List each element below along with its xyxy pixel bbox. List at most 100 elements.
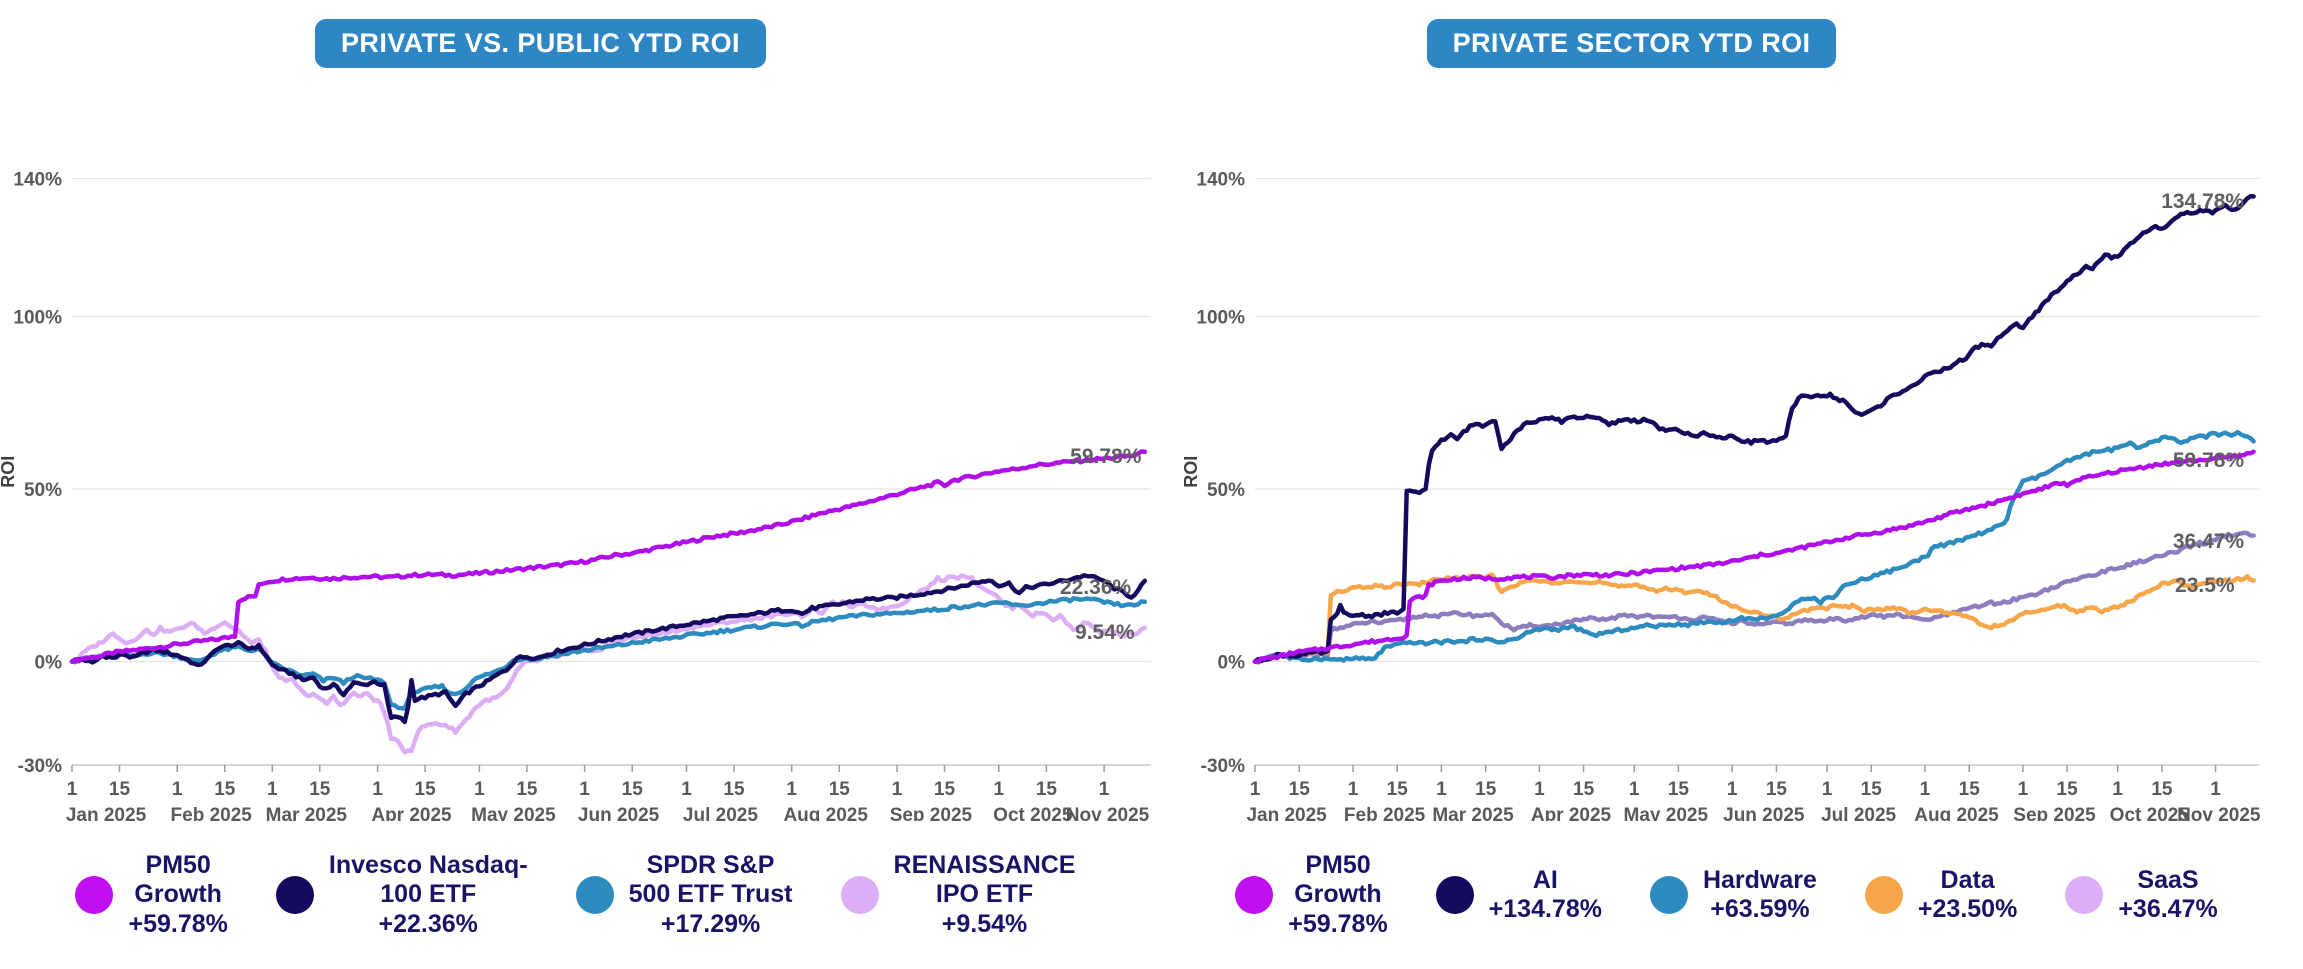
- legend-private-vs-public: PM50 Growth +59.78% Invesco Nasdaq- 100 ET…: [0, 821, 1151, 969]
- x-month-label: Jun 2025: [1723, 805, 1805, 821]
- legend-item-ai[interactable]: AI +134.78%: [1435, 866, 1602, 925]
- chart-title-row: PRIVATE SECTOR YTD ROI: [1151, 0, 2302, 86]
- x-tick-label: 15: [622, 779, 644, 800]
- x-tick-label: 1: [172, 779, 183, 800]
- x-month-label: Mar 2025: [1432, 805, 1514, 821]
- legend-text: Data +23.50%: [1918, 866, 2017, 925]
- x-tick-label: 1: [1250, 779, 1261, 800]
- series-end-value-label: 59.78%: [2173, 449, 2245, 472]
- y-axis-label: ROI: [1181, 456, 1201, 488]
- x-tick-label: 15: [1289, 779, 1311, 800]
- x-month-label: Nov 2025: [1066, 805, 1150, 821]
- x-month-label: Jul 2025: [1821, 805, 1896, 821]
- x-month-label: Jan 2025: [66, 805, 147, 821]
- series-line-pm50-growth: [1252, 449, 2256, 665]
- x-tick-label: 15: [934, 779, 956, 800]
- x-tick-label: 15: [516, 779, 538, 800]
- legend-series-name: PM50 Growth: [1294, 850, 1382, 909]
- y-tick-label: 140%: [13, 170, 62, 191]
- series-line-spdr-s&p-500-etf-trust: [69, 596, 1148, 711]
- series-end-value-label: 36.47%: [2173, 530, 2245, 553]
- x-month-label: Aug 2025: [1914, 805, 1999, 821]
- legend-text: PM50 Growth +59.78%: [128, 851, 227, 940]
- legend-series-name: SPDR S&P 500 ETF Trust: [628, 850, 793, 909]
- x-tick-label: 1: [2210, 779, 2221, 800]
- x-tick-label: 15: [1766, 779, 1788, 800]
- legend-series-value: +59.78%: [1288, 909, 1388, 938]
- y-tick-label: 0%: [1218, 653, 1246, 674]
- legend-series-name: AI: [1532, 865, 1558, 894]
- legend-text: SPDR S&P 500 ETF Trust +17.29%: [629, 851, 793, 940]
- legend-swatch-icon: [1864, 876, 1903, 914]
- legend-item-data[interactable]: Data +23.50%: [1864, 866, 2017, 925]
- legend-text: SaaS +36.47%: [2118, 866, 2217, 925]
- legend-swatch-icon: [275, 876, 314, 914]
- x-tick-label: 1: [579, 779, 590, 800]
- legend-swatch-icon: [840, 876, 879, 914]
- series-line-renaissance-ipo-etf: [69, 573, 1148, 755]
- x-month-label: Apr 2025: [371, 805, 452, 821]
- x-month-label: Mar 2025: [266, 805, 348, 821]
- x-tick-label: 1: [1727, 779, 1738, 800]
- legend-swatch-icon: [1435, 876, 1474, 914]
- x-tick-label: 15: [1959, 779, 1981, 800]
- series-line-pm50-growth: [69, 449, 1148, 664]
- chart-title-badge: PRIVATE SECTOR YTD ROI: [1426, 18, 1837, 68]
- legend-text: AI +134.78%: [1489, 866, 1602, 925]
- series-end-value-label: 23.5%: [2175, 574, 2235, 597]
- legend-series-name: Hardware: [1702, 865, 1817, 894]
- x-tick-label: 1: [786, 779, 797, 800]
- legend-item-invesco-nasdaq--100-etf[interactable]: Invesco Nasdaq- 100 ETF +22.36%: [275, 851, 528, 940]
- legend-series-value: +22.36%: [378, 909, 478, 938]
- series-end-value-label: 134.78%: [2161, 190, 2244, 213]
- x-tick-label: 15: [415, 779, 437, 800]
- legend-item-renaissance-ipo-etf[interactable]: RENAISSANCE IPO ETF +9.54%: [840, 850, 1076, 940]
- line-chart-private-sector[interactable]: 140% 100% 50% 0% -30% ROI 1 15 Jan 2025 1 15 Feb 20…: [1151, 86, 2302, 822]
- x-tick-label: 15: [1861, 779, 1883, 800]
- x-month-label: Apr 2025: [1531, 805, 1612, 821]
- x-tick-label: 15: [1387, 779, 1409, 800]
- legend-series-name: RENAISSANCE IPO ETF: [893, 850, 1076, 909]
- legend-item-spdr-s&p-500-etf-trust[interactable]: SPDR S&P 500 ETF Trust +17.29%: [575, 851, 793, 940]
- legend-series-value: +36.47%: [2118, 895, 2218, 923]
- x-tick-label: 15: [309, 779, 331, 800]
- x-tick-label: 1: [1629, 779, 1640, 800]
- legend-text: PM50 Growth +59.78%: [1288, 851, 1387, 940]
- x-tick-label: 15: [109, 779, 131, 800]
- legend-item-pm50-growth[interactable]: PM50 Growth +59.78%: [75, 851, 228, 940]
- x-month-label: Aug 2025: [783, 805, 868, 821]
- series-line-data: [1252, 572, 2256, 664]
- x-tick-label: 15: [2057, 779, 2079, 800]
- series-line-saas: [1252, 530, 2256, 665]
- legend-item-pm50-growth[interactable]: PM50 Growth +59.78%: [1235, 851, 1388, 940]
- x-month-label: Jul 2025: [683, 805, 758, 821]
- legend-private-sector: PM50 Growth +59.78% AI +134.78% Hardware +63.…: [1151, 821, 2302, 969]
- line-chart-private-vs-public[interactable]: 140% 100% 50% 0% -30% ROI 1 15 Jan 2025 1 15 Feb 20…: [0, 86, 1151, 821]
- legend-series-value: +17.29%: [660, 909, 761, 938]
- x-month-label: Nov 2025: [2177, 805, 2261, 821]
- x-month-label: Sep 2025: [890, 805, 973, 821]
- x-tick-label: 1: [2018, 779, 2029, 800]
- series-line-hardware: [1252, 429, 2256, 664]
- legend-text: Invesco Nasdaq- 100 ETF +22.36%: [329, 851, 528, 940]
- legend-item-hardware[interactable]: Hardware +63.59%: [1649, 865, 1817, 925]
- x-month-label: Jan 2025: [1246, 805, 1327, 821]
- y-tick-label: 50%: [1207, 480, 1245, 501]
- legend-series-name: Data: [1940, 865, 1995, 894]
- x-tick-label: 1: [994, 779, 1005, 800]
- x-tick-label: 15: [723, 779, 745, 800]
- series-line-invesco-nasdaq--100-etf: [69, 573, 1148, 725]
- x-tick-label: 15: [1668, 779, 1690, 800]
- chart-title-badge: PRIVATE VS. PUBLIC YTD ROI: [315, 18, 766, 68]
- chart-title-row: PRIVATE VS. PUBLIC YTD ROI: [0, 0, 1151, 86]
- x-tick-label: 15: [2151, 779, 2173, 800]
- chart-title: PRIVATE SECTOR YTD ROI: [1452, 27, 1811, 58]
- legend-series-value: +134.78%: [1488, 895, 1602, 923]
- legend-series-value: +9.54%: [941, 909, 1028, 938]
- x-tick-label: 1: [892, 779, 903, 800]
- x-tick-label: 15: [1036, 779, 1058, 800]
- legend-item-saas[interactable]: SaaS +36.47%: [2065, 866, 2218, 925]
- legend-series-value: +59.78%: [128, 909, 228, 938]
- y-tick-label: 100%: [13, 308, 62, 329]
